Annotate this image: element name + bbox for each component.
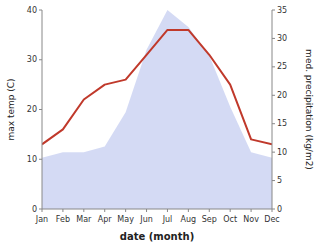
y-tick-label: 0 [32, 205, 37, 214]
y-tick [39, 159, 42, 160]
x-tick [272, 209, 273, 212]
y2-tick [272, 10, 275, 11]
x-tick-label: Jun [139, 215, 153, 224]
y-tick-label: 30 [27, 55, 37, 64]
x-tick [167, 209, 168, 212]
x-tick [104, 209, 105, 212]
y2-tick [272, 38, 275, 39]
y-tick [39, 59, 42, 60]
x-tick [230, 209, 231, 212]
x-tick-label: Oct [223, 215, 237, 224]
y-tick [39, 10, 42, 11]
y2-tick [272, 152, 275, 153]
y2-tick [272, 123, 275, 124]
temperature-line [42, 30, 272, 144]
x-tick-label: Aug [181, 215, 197, 224]
x-tick-label: Dec [264, 215, 279, 224]
x-tick-label: Feb [56, 215, 70, 224]
plot-area [42, 10, 272, 209]
precipitation-area [42, 10, 272, 209]
x-tick-label: Apr [98, 215, 113, 224]
y2-tick [272, 66, 275, 67]
y2-tick-label: 30 [277, 34, 287, 43]
x-axis-line [42, 209, 272, 210]
x-tick-label: May [117, 215, 134, 224]
y2-axis-line [272, 10, 273, 209]
x-tick-label: Mar [76, 215, 92, 224]
x-tick-label: Jul [162, 215, 173, 224]
y2-tick-label: 0 [277, 205, 282, 214]
x-tick [188, 209, 189, 212]
y2-tick-label: 5 [277, 176, 282, 185]
y-tick-label: 10 [27, 155, 37, 164]
x-tick [62, 209, 63, 212]
x-tick [209, 209, 210, 212]
x-tick-label: Sep [202, 215, 217, 224]
chart: 0 10 20 30 40 0 5 10 15 20 25 30 35 Jan Feb Mar Apr May Ju… [0, 0, 318, 247]
y-tick [39, 109, 42, 110]
y-axis-label: max temp (C) [6, 78, 16, 140]
x-axis-label: date (month) [120, 231, 194, 242]
y2-axis-label: med. precipitation (kg/m2) [304, 49, 314, 170]
y2-tick-label: 15 [277, 119, 287, 128]
y2-tick [272, 180, 275, 181]
y-tick-label: 20 [27, 105, 37, 114]
y2-tick-label: 35 [277, 6, 287, 15]
x-tick [42, 209, 43, 212]
x-tick-label: Nov [243, 215, 259, 224]
y2-tick-label: 10 [277, 148, 287, 157]
y2-tick-label: 25 [277, 62, 287, 71]
y-tick-label: 40 [27, 6, 37, 15]
y2-tick [272, 95, 275, 96]
y2-tick-label: 20 [277, 91, 287, 100]
x-tick-label: Jan [35, 215, 48, 224]
x-tick [125, 209, 126, 212]
x-tick [251, 209, 252, 212]
x-tick [146, 209, 147, 212]
x-tick [83, 209, 84, 212]
